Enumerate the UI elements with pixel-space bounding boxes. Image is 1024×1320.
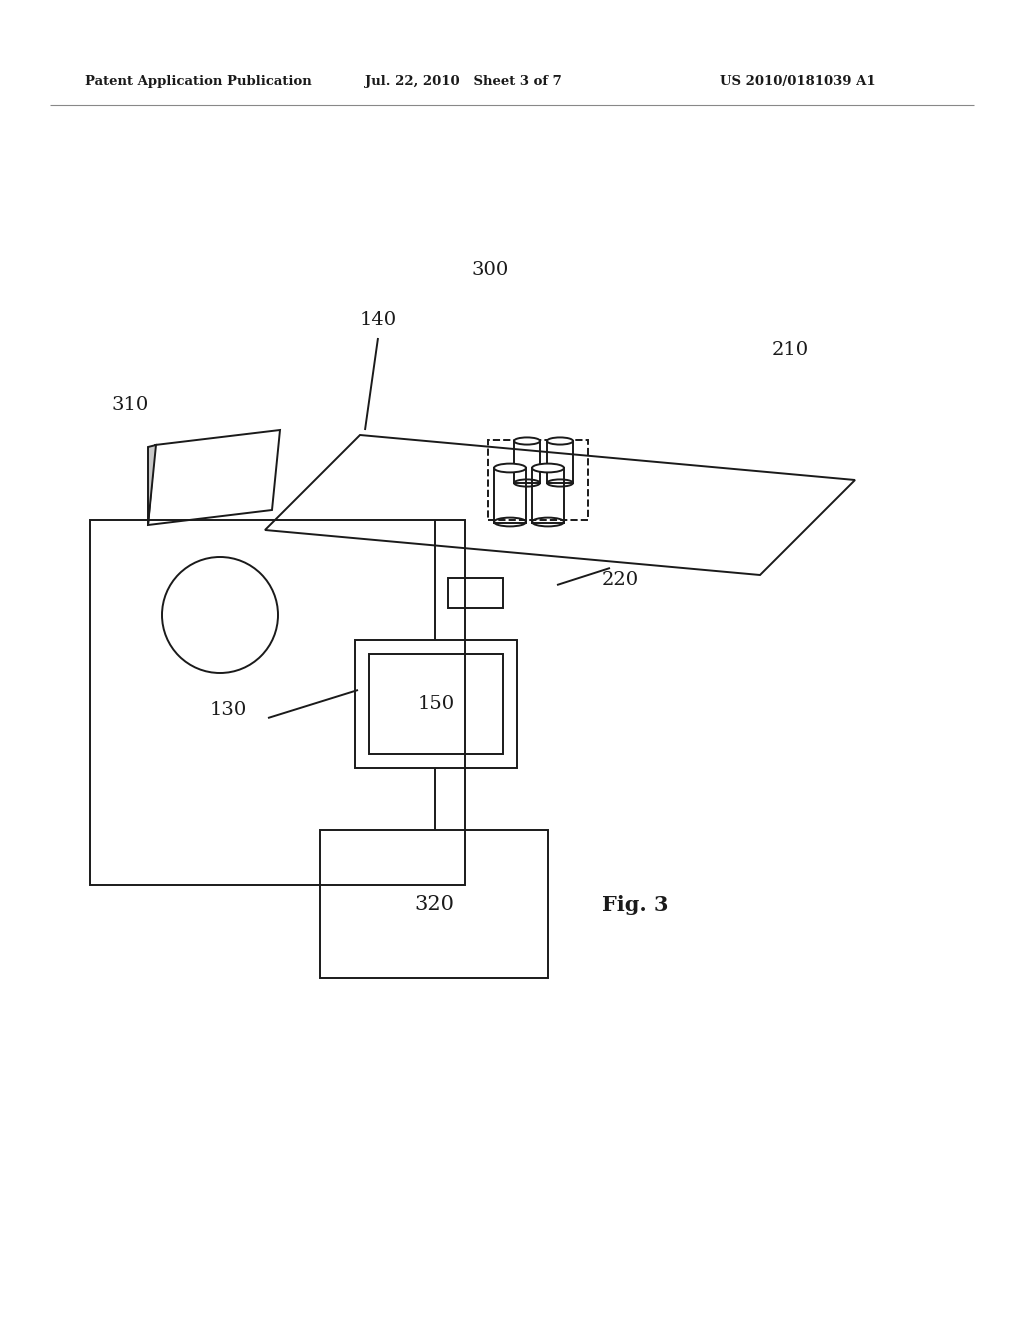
Ellipse shape (547, 437, 573, 445)
Text: 300: 300 (471, 261, 509, 279)
Text: 150: 150 (418, 696, 455, 713)
Bar (449, 578, 503, 609)
Text: 220: 220 (601, 572, 639, 589)
Bar (355, 640, 517, 768)
Bar (369, 653, 503, 754)
Ellipse shape (494, 463, 526, 473)
Bar (319, 830, 548, 978)
Text: Jul. 22, 2010   Sheet 3 of 7: Jul. 22, 2010 Sheet 3 of 7 (365, 75, 562, 88)
Bar (547, 441, 573, 483)
Bar (532, 469, 564, 523)
Bar (514, 441, 540, 483)
Text: Patent Application Publication: Patent Application Publication (85, 75, 311, 88)
Polygon shape (148, 445, 156, 525)
Bar (488, 440, 588, 520)
Text: 310: 310 (112, 396, 148, 414)
Bar (90, 520, 465, 884)
Text: 140: 140 (359, 312, 396, 329)
Text: US 2010/0181039 A1: US 2010/0181039 A1 (720, 75, 876, 88)
Bar (494, 469, 526, 523)
Ellipse shape (532, 463, 564, 473)
Ellipse shape (514, 437, 540, 445)
Text: Fig. 3: Fig. 3 (602, 895, 669, 915)
Text: 320: 320 (414, 895, 454, 913)
Text: 130: 130 (209, 701, 247, 719)
Text: 210: 210 (771, 341, 809, 359)
